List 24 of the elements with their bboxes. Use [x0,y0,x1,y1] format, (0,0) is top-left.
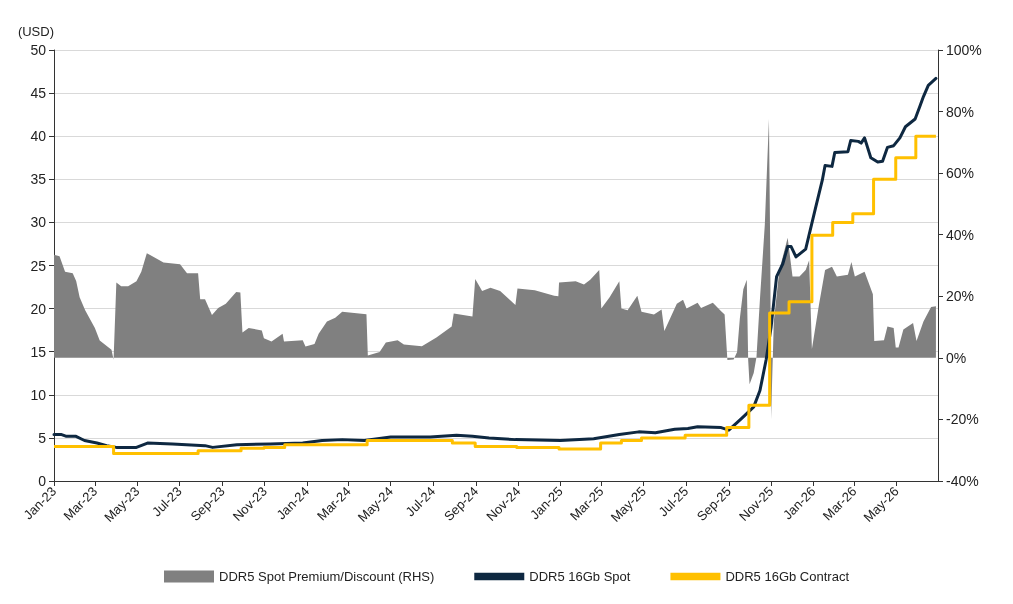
line-series [52,76,938,449]
y2-tick-label: -20% [946,411,979,428]
y-tick-label: 35 [30,171,47,188]
y2-tick-label: 80% [946,103,975,120]
y2-tick-label: 20% [946,288,975,305]
y2-tick-label: 0% [946,349,967,366]
y2-tick-label: 60% [946,165,975,182]
legend-label: DDR5 16Gb Spot [529,569,631,584]
legend-label: DDR5 Spot Premium/Discount (RHS) [219,569,435,584]
y2-tick-label: -40% [946,473,979,489]
y2-tick-label: 40% [946,226,975,243]
y-tick-label: 10 [30,386,47,403]
y-tick-label: 45 [30,85,47,102]
y-tick-label: 30 [30,214,47,231]
y-tick-label: 5 [38,429,47,446]
y-tick-label: 40 [30,128,47,145]
y2-tick-label: 100% [946,42,982,58]
y-tick-label: 50 [30,42,47,58]
y-tick-label: 20 [30,300,47,317]
y-tick-label: 25 [30,257,47,274]
y-tick-label: 0 [38,473,47,489]
y-axis-title: (USD) [17,24,54,39]
y-tick-label: 15 [30,343,47,360]
legend-label: DDR5 16Gb Contract [725,569,850,584]
